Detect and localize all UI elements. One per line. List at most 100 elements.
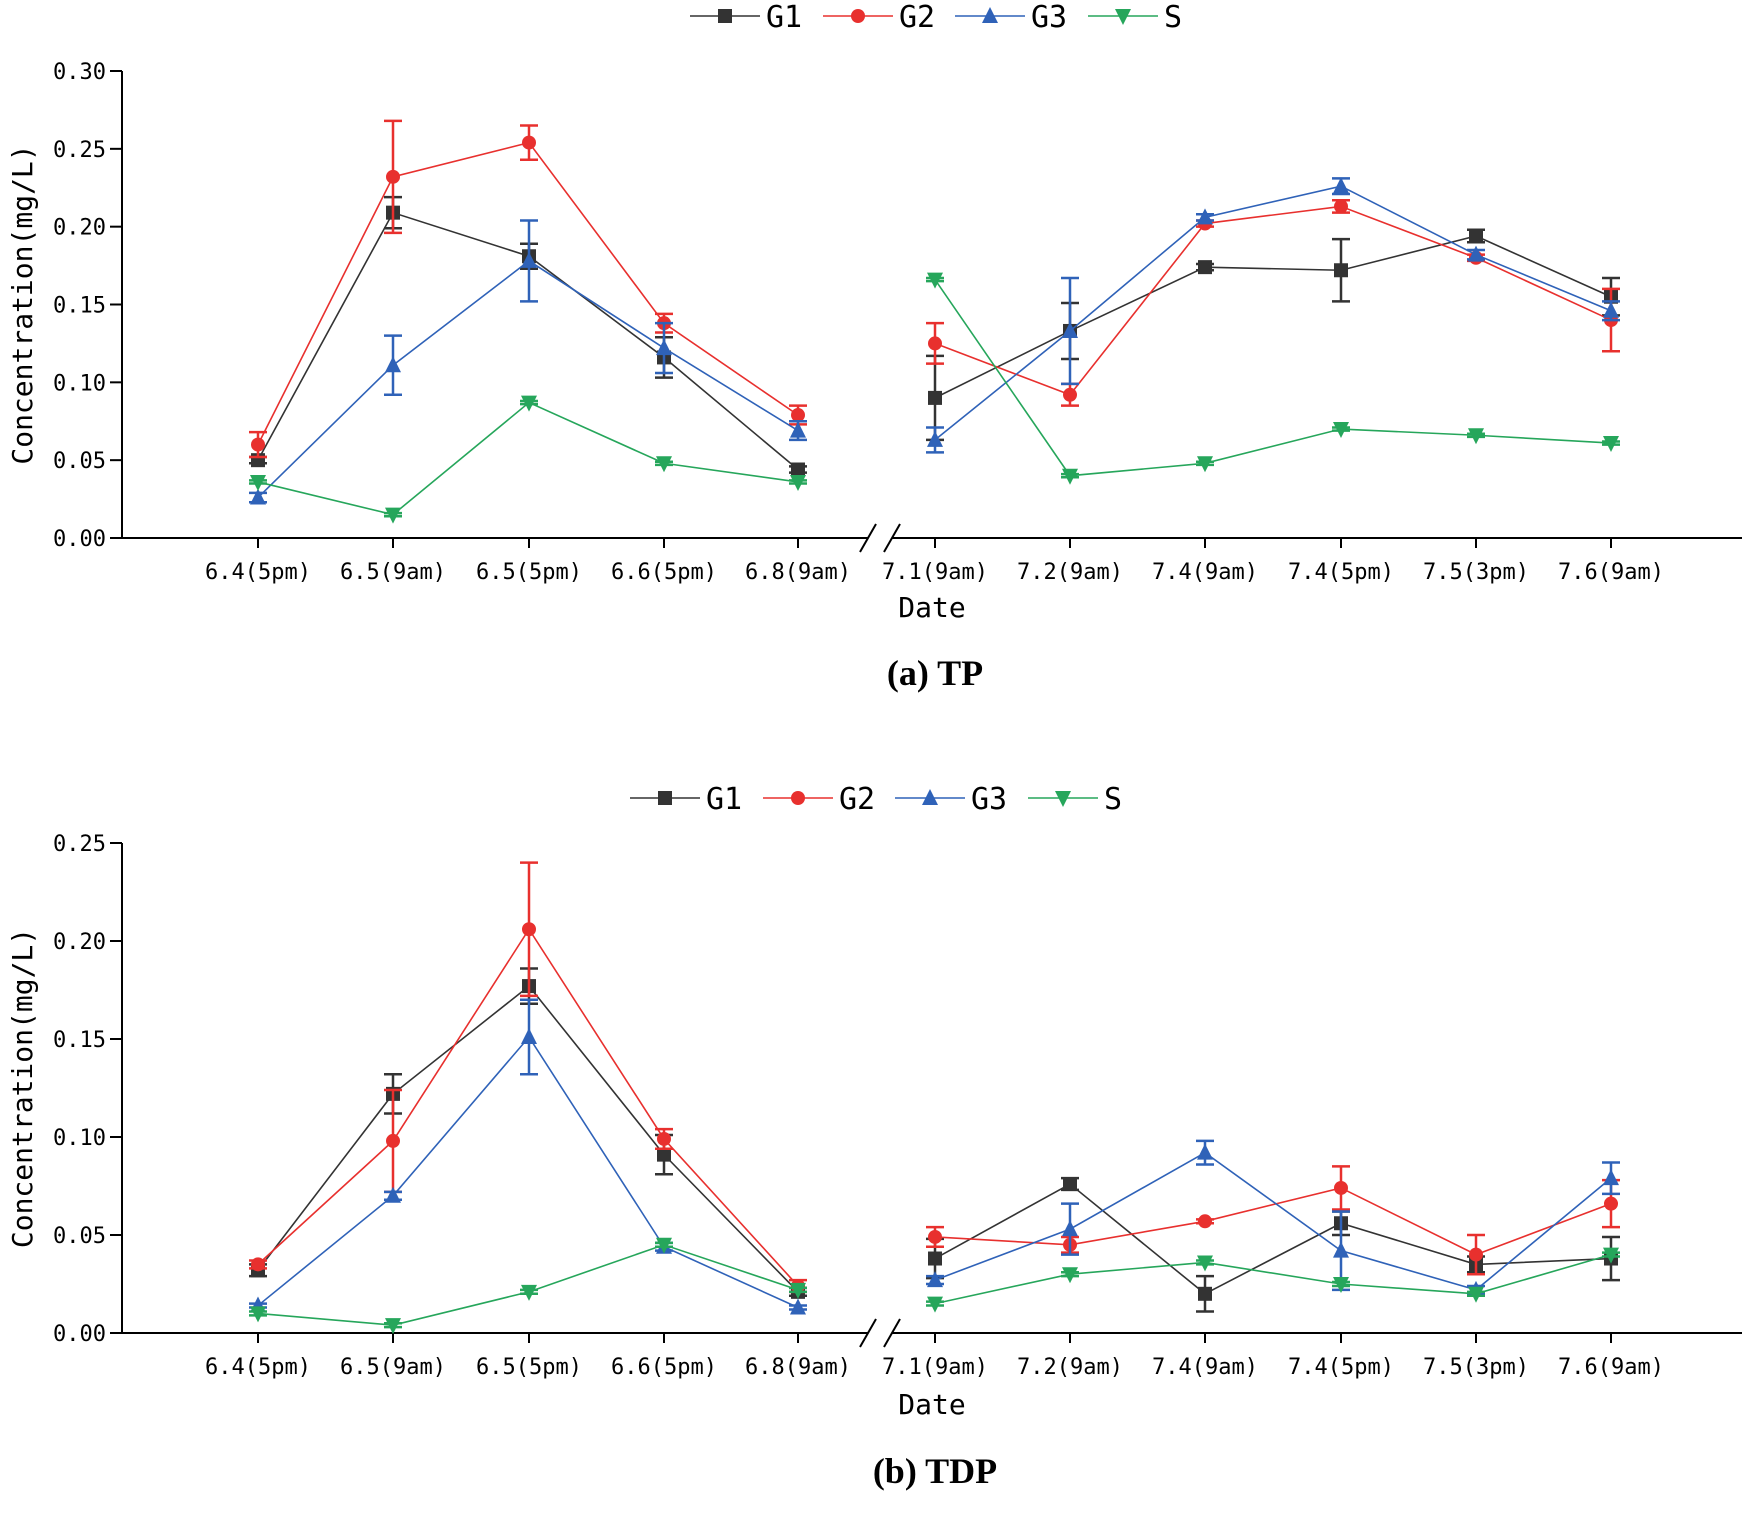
x-tick-label: 6.5(5pm) <box>476 1355 582 1380</box>
y-axis-label: Concentration(mg/L) <box>6 928 39 1248</box>
data-point <box>790 474 806 491</box>
data-point <box>1197 1143 1213 1160</box>
series-line <box>257 1035 799 1309</box>
data-point <box>1063 387 1077 402</box>
y-tick-label: 0.00 <box>53 1322 106 1347</box>
data-point <box>1062 468 1078 485</box>
chart-panel-1: 0.00 0.05 0.10 0.15 0.20 0.25 0.30 6.4(5pm) 6.5(… <box>6 0 1742 693</box>
data-point <box>386 1133 400 1148</box>
data-point <box>1334 1180 1348 1195</box>
data-point <box>1062 1220 1078 1237</box>
x-tick-label: 6.6(5pm) <box>611 560 717 585</box>
legend-marker <box>658 791 672 805</box>
data-point <box>1062 1267 1078 1284</box>
series-line <box>934 1183 1612 1295</box>
data-point <box>250 1306 266 1323</box>
data-point <box>251 1257 265 1272</box>
data-point <box>657 1147 671 1162</box>
data-point <box>521 251 537 268</box>
data-point <box>250 474 266 491</box>
y-tick-label: 0.20 <box>53 216 106 241</box>
data-point <box>1333 1277 1349 1293</box>
legend-label: G2 <box>839 782 875 817</box>
series-line <box>934 279 1612 477</box>
x-tick-label: 7.5(3pm) <box>1423 560 1529 585</box>
legend-marker <box>718 9 732 23</box>
legend-label: G1 <box>706 782 742 817</box>
data-point <box>1468 428 1484 445</box>
figure-caption: (a) TP <box>887 653 983 693</box>
legend-marker <box>791 791 805 805</box>
series-s <box>249 272 1620 524</box>
data-point <box>791 408 805 423</box>
data-point <box>1603 436 1619 453</box>
data-point <box>1468 1286 1484 1303</box>
legend-marker <box>982 7 998 23</box>
data-point <box>928 390 942 405</box>
data-point <box>1063 1177 1077 1192</box>
legend-marker <box>1115 9 1131 25</box>
data-point <box>928 336 942 351</box>
x-tick-label: 7.4(5pm) <box>1288 560 1394 585</box>
x-tick-label: 6.5(9am) <box>340 560 446 585</box>
data-point <box>927 430 943 447</box>
data-point <box>656 339 672 356</box>
legend-label: S <box>1164 0 1182 35</box>
x-tick-label: 7.5(3pm) <box>1423 1355 1529 1380</box>
data-point <box>927 1296 943 1313</box>
x-tick-label: 7.2(9am) <box>1017 1355 1123 1380</box>
data-point <box>1062 321 1078 338</box>
series-g3 <box>249 177 1620 505</box>
series-line <box>934 1253 1612 1305</box>
data-point <box>1197 208 1213 225</box>
y-tick-label: 0.10 <box>53 1126 106 1151</box>
data-point <box>928 1229 942 1244</box>
x-tick-label: 7.2(9am) <box>1017 560 1123 585</box>
data-point <box>250 488 266 505</box>
data-point <box>1197 456 1213 473</box>
data-point <box>1469 1247 1483 1262</box>
data-point <box>1603 1247 1619 1264</box>
y-tick-label: 0.25 <box>53 832 106 857</box>
series-line <box>934 1151 1612 1291</box>
data-point <box>1603 301 1619 318</box>
chart-panel-2: 0.00 0.05 0.10 0.15 0.20 0.25 6.4(5pm) 6.5(9am)… <box>6 782 1742 1491</box>
data-point <box>522 922 536 937</box>
data-point <box>521 1284 537 1301</box>
legend-label: G3 <box>971 782 1007 817</box>
x-tick-label: 6.8(9am) <box>745 1355 851 1380</box>
x-tick-label: 7.6(9am) <box>1558 560 1664 585</box>
data-point <box>791 462 805 477</box>
data-point <box>1198 260 1212 275</box>
legend-label: G1 <box>766 0 802 35</box>
data-point <box>1197 1255 1213 1272</box>
series-g2 <box>249 861 1620 1294</box>
axis-break-mark <box>859 1318 877 1348</box>
data-point <box>1333 1241 1349 1258</box>
x-tick-label: 7.4(9am) <box>1152 560 1258 585</box>
series-line <box>934 185 1612 441</box>
legend-marker <box>851 9 865 23</box>
x-tick-label: 6.4(5pm) <box>205 1355 311 1380</box>
data-point <box>927 1271 943 1288</box>
legend: G1 G2 G3 S <box>630 782 1122 817</box>
y-tick-label: 0.15 <box>53 1028 106 1053</box>
data-point <box>1198 1214 1212 1229</box>
data-point <box>790 1298 806 1315</box>
y-tick-label: 0.05 <box>53 1224 106 1249</box>
series-g1 <box>249 967 1620 1313</box>
y-axis-label: Concentration(mg/L) <box>6 144 39 464</box>
y-tick-label: 0.20 <box>53 930 106 955</box>
x-axis-label: Date <box>898 591 965 624</box>
x-tick-label: 7.4(5pm) <box>1288 1355 1394 1380</box>
series-line <box>934 1187 1612 1256</box>
data-point <box>790 421 806 438</box>
data-point <box>521 1028 537 1045</box>
legend-marker <box>1055 791 1071 807</box>
x-tick-label: 6.5(9am) <box>340 1355 446 1380</box>
data-point <box>656 456 672 473</box>
data-point <box>1333 177 1349 194</box>
series-line <box>257 401 799 516</box>
data-point <box>1334 199 1348 214</box>
